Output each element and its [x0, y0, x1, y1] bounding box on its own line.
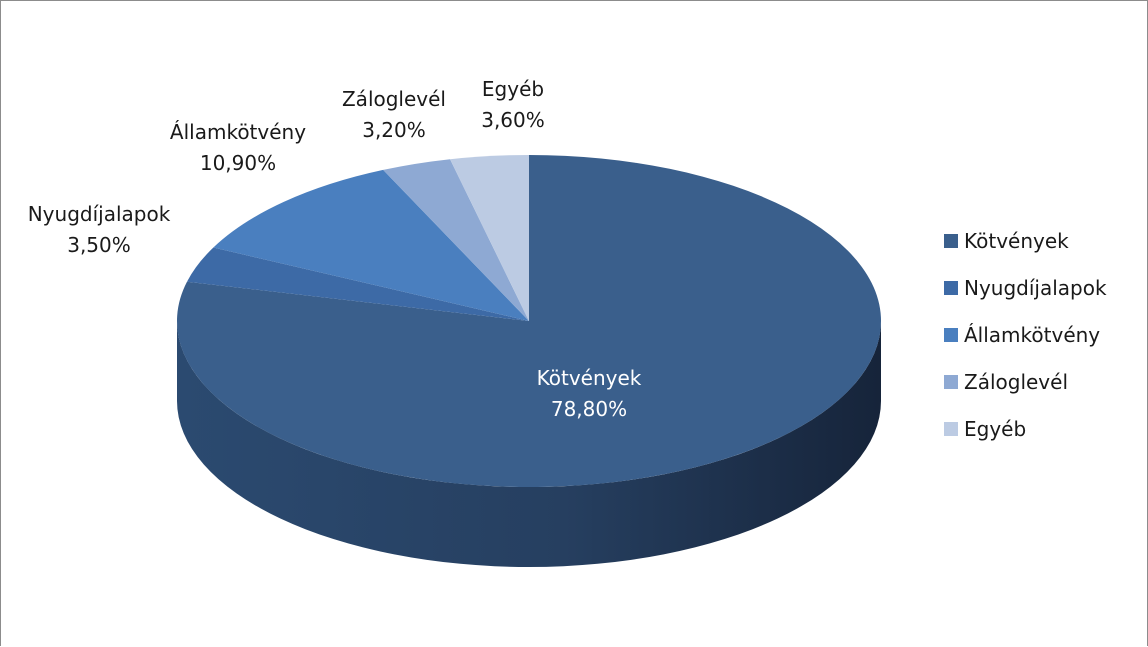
pie-slice-zaloglevel[interactable] [383, 159, 529, 321]
legend-label: Záloglevél [964, 370, 1068, 394]
legend-swatch [944, 375, 958, 389]
legend-label: Kötvények [964, 229, 1069, 253]
legend-item-nyugdijalapok[interactable]: Nyugdíjalapok [944, 276, 1107, 300]
data-label-category: Nyugdíjalapok [28, 202, 171, 226]
data-label-category: Egyéb [482, 77, 544, 101]
data-label-value: 3,60% [481, 108, 545, 132]
pie-slice-nyugdijalapok[interactable] [186, 247, 530, 322]
data-label-value: 10,90% [200, 151, 276, 175]
data-label-egyeb: Egyéb 3,60% [481, 77, 545, 132]
legend-label: Államkötvény [964, 323, 1100, 347]
legend-item-kotvenyek[interactable]: Kötvények [944, 229, 1069, 253]
legend-label: Nyugdíjalapok [964, 276, 1107, 300]
pie-side-kotvenyek [177, 321, 881, 567]
pie-slice-kotvenyek[interactable] [177, 155, 882, 488]
legend-item-zaloglevel[interactable]: Záloglevél [944, 370, 1068, 394]
data-label-category: Záloglevél [342, 87, 446, 111]
data-label-category: Kötvények [537, 366, 642, 390]
data-label-allamkotveny: Államkötvény 10,90% [170, 120, 306, 175]
legend-swatch [944, 281, 958, 295]
legend-label: Egyéb [964, 417, 1026, 441]
data-label-value: 78,80% [551, 397, 627, 421]
data-label-category: Államkötvény [170, 120, 306, 144]
legend-item-allamkotveny[interactable]: Államkötvény [944, 323, 1100, 347]
pie-side-layer [177, 321, 881, 567]
data-label-nyugdijalapok: Nyugdíjalapok 3,50% [28, 202, 171, 257]
data-label-value: 3,50% [67, 233, 131, 257]
pie-slice-egyeb[interactable] [450, 155, 529, 321]
legend-swatch [944, 234, 958, 248]
data-labels: Kötvények 78,80% Nyugdíjalapok 3,50% Államkö… [28, 77, 642, 421]
legend-item-egyeb[interactable]: Egyéb [944, 417, 1026, 441]
data-label-zaloglevel: Záloglevél 3,20% [342, 87, 446, 142]
data-label-value: 3,20% [362, 118, 426, 142]
data-label-kotvenyek: Kötvények 78,80% [537, 366, 642, 421]
legend: Kötvények Nyugdíjalapok Államkötvény Zálogl… [944, 229, 1107, 441]
pie-top-layer [177, 155, 882, 488]
legend-swatch [944, 328, 958, 342]
pie-slice-allamkotveny[interactable] [213, 169, 529, 321]
legend-swatch [944, 422, 958, 436]
